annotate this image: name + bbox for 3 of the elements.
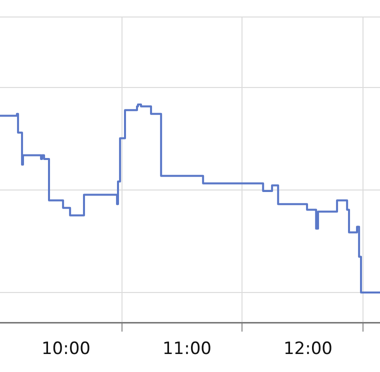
x-tick-label: 11:00 [162,339,212,360]
x-tick-label: 10:00 [41,339,90,360]
x-tick-label: 12:00 [283,339,332,360]
